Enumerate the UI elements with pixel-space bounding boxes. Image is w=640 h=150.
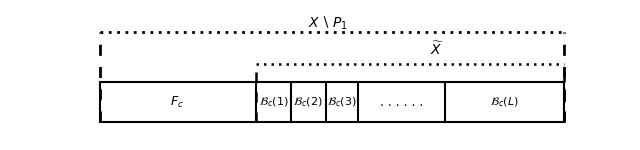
Text: $\mathcal{B}_c(L)$: $\mathcal{B}_c(L)$ xyxy=(490,96,518,109)
Text: $X \setminus P_1$: $X \setminus P_1$ xyxy=(308,15,348,33)
Text: $F_c$: $F_c$ xyxy=(170,95,184,110)
Text: $\mathcal{B}_c(1)$: $\mathcal{B}_c(1)$ xyxy=(259,96,288,109)
Text: $\mathcal{B}_c(2)$: $\mathcal{B}_c(2)$ xyxy=(293,96,323,109)
Text: $\mathcal{B}_c(3)$: $\mathcal{B}_c(3)$ xyxy=(327,96,356,109)
Text: . . . . . .: . . . . . . xyxy=(380,96,423,109)
Text: $\widetilde{X}$: $\widetilde{X}$ xyxy=(430,40,444,58)
Bar xyxy=(100,82,564,122)
